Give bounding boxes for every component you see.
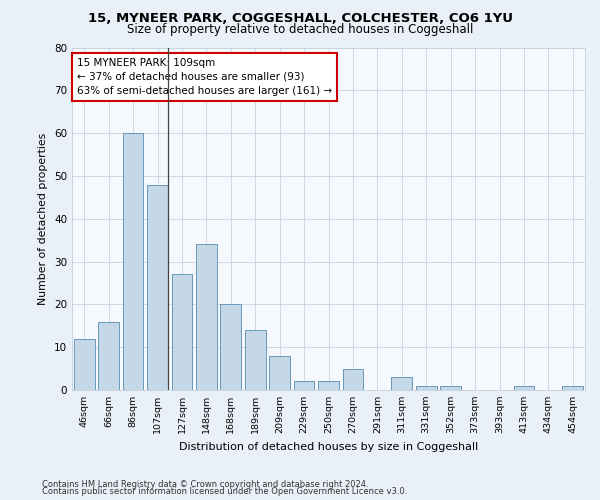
Text: Contains HM Land Registry data © Crown copyright and database right 2024.: Contains HM Land Registry data © Crown c…	[42, 480, 368, 489]
Bar	[245, 330, 266, 390]
Bar	[220, 304, 241, 390]
Bar	[293, 382, 314, 390]
Bar	[74, 338, 95, 390]
Bar	[172, 274, 193, 390]
Text: Size of property relative to detached houses in Coggeshall: Size of property relative to detached ho…	[127, 22, 473, 36]
Bar	[562, 386, 583, 390]
Bar	[391, 377, 412, 390]
Bar	[98, 322, 119, 390]
Text: 15, MYNEER PARK, COGGESHALL, COLCHESTER, CO6 1YU: 15, MYNEER PARK, COGGESHALL, COLCHESTER,…	[88, 12, 512, 26]
Bar	[343, 368, 364, 390]
Text: 15 MYNEER PARK: 109sqm
← 37% of detached houses are smaller (93)
63% of semi-det: 15 MYNEER PARK: 109sqm ← 37% of detached…	[77, 58, 332, 96]
Text: Contains public sector information licensed under the Open Government Licence v3: Contains public sector information licen…	[42, 488, 407, 496]
Y-axis label: Number of detached properties: Number of detached properties	[38, 132, 49, 305]
X-axis label: Distribution of detached houses by size in Coggeshall: Distribution of detached houses by size …	[179, 442, 478, 452]
Bar	[147, 184, 168, 390]
Bar	[269, 356, 290, 390]
Bar	[318, 382, 339, 390]
Bar	[416, 386, 437, 390]
Bar	[440, 386, 461, 390]
Bar	[122, 133, 143, 390]
Bar	[196, 244, 217, 390]
Bar	[514, 386, 535, 390]
